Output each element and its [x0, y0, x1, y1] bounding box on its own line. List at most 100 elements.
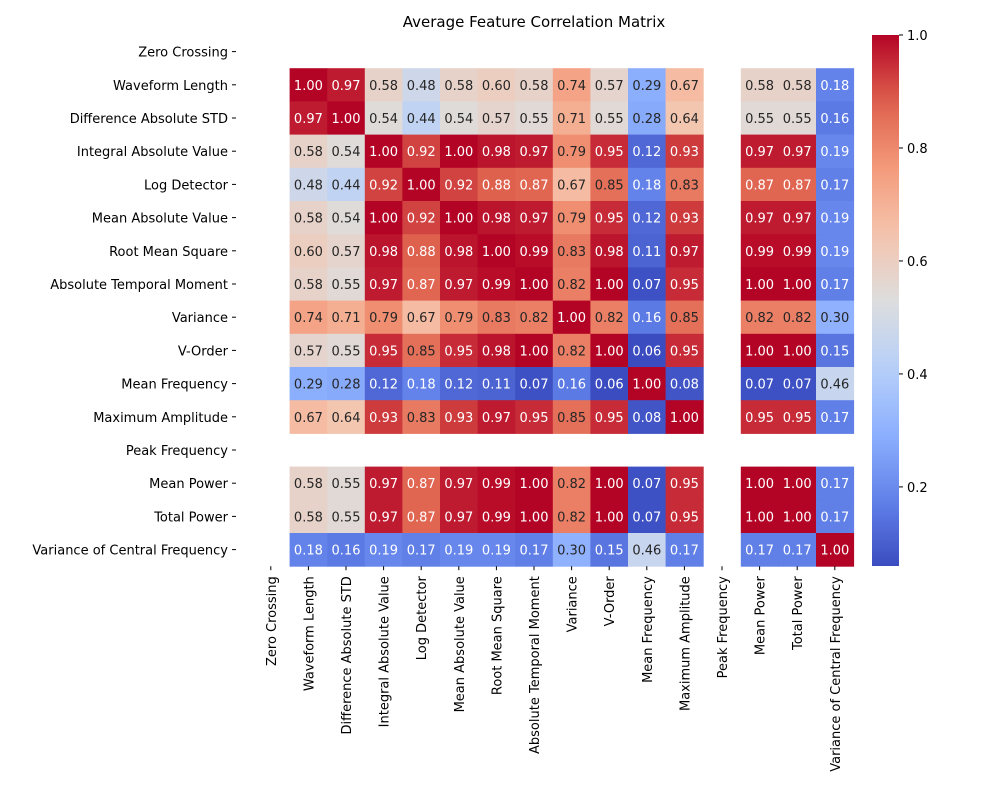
heatmap-cell	[515, 267, 554, 302]
cell-annotation: 0.12	[444, 378, 473, 393]
cell-annotation: 0.57	[294, 344, 323, 359]
cell-annotation: 0.58	[294, 212, 323, 227]
cell-annotation: 0.58	[745, 79, 774, 94]
cell-annotation: 0.19	[820, 245, 849, 260]
heatmap-cell	[515, 167, 554, 202]
heatmap-cell	[440, 300, 479, 335]
cell-annotation: 0.16	[632, 311, 661, 326]
heatmap-cell	[628, 333, 667, 368]
x-tick-label: V-Order	[603, 576, 618, 627]
heatmap-cell	[816, 466, 855, 501]
cell-annotation: 1.00	[745, 510, 774, 525]
cell-annotation: 1.00	[369, 145, 398, 160]
heatmap-cell	[665, 466, 704, 501]
heatmap-cell	[552, 333, 591, 368]
cell-annotation: 1.00	[482, 245, 511, 260]
heatmap-cell	[364, 68, 403, 102]
heatmap-cell	[440, 201, 479, 235]
heatmap-cell	[440, 333, 479, 368]
heatmap-cell	[816, 167, 855, 202]
heatmap-cell	[402, 333, 441, 368]
cell-annotation: 0.97	[444, 278, 473, 293]
heatmap-cell	[778, 499, 817, 534]
cell-annotation: 0.79	[557, 145, 586, 160]
heatmap-cell	[552, 201, 591, 235]
heatmap-cell	[477, 333, 516, 368]
cell-annotation: 0.92	[407, 212, 436, 227]
cell-annotation: 0.85	[670, 311, 699, 326]
heatmap-cell	[778, 533, 817, 567]
heatmap-cell	[778, 234, 817, 268]
x-tick-label: Root Mean Square	[490, 576, 505, 695]
heatmap-cell	[740, 300, 779, 335]
heatmap-cell	[816, 201, 855, 235]
cell-annotation: 0.95	[670, 278, 699, 293]
cell-annotation: 0.28	[332, 378, 361, 393]
y-tick-label: Total Power	[153, 510, 228, 525]
heatmap-cell	[740, 400, 779, 434]
heatmap-cell	[515, 367, 554, 401]
heatmap-cell	[590, 499, 629, 534]
cell-annotation: 0.95	[670, 510, 699, 525]
heatmap-cell	[665, 167, 704, 202]
cell-annotation: 0.48	[407, 79, 436, 94]
cell-annotation: 0.11	[482, 378, 511, 393]
heatmap-cell	[364, 134, 403, 169]
cell-annotation: 0.93	[369, 411, 398, 426]
cell-annotation: 0.15	[820, 344, 849, 359]
cell-annotation: 0.97	[745, 212, 774, 227]
cell-annotation: 0.06	[632, 344, 661, 359]
x-axis: Zero Crossing Waveform Length Difference A…	[265, 566, 844, 772]
cell-annotation: 1.00	[745, 278, 774, 293]
heatmap-cell	[289, 167, 328, 202]
heatmap-cell	[665, 400, 704, 434]
heatmap-cell	[740, 267, 779, 302]
cell-annotation: 1.00	[520, 344, 549, 359]
heatmap-cell	[665, 101, 704, 136]
cell-annotation: 1.00	[407, 178, 436, 193]
heatmap-cell	[628, 367, 667, 401]
cell-annotation: 1.00	[632, 378, 661, 393]
y-tick-label: Peak Frequency	[126, 444, 228, 459]
heatmap-cell	[477, 134, 516, 169]
heatmap-cell	[740, 499, 779, 534]
cell-annotation: 0.44	[407, 112, 436, 127]
cell-annotation: 0.67	[407, 311, 436, 326]
cell-annotation: 0.83	[407, 411, 436, 426]
cell-annotation: 0.16	[332, 544, 361, 559]
cell-annotation: 0.97	[670, 245, 699, 260]
heatmap-cell	[515, 533, 554, 567]
cell-annotation: 0.54	[332, 212, 361, 227]
heatmap-cell	[402, 400, 441, 434]
cell-annotation: 1.00	[820, 544, 849, 559]
cell-annotation: 0.17	[520, 544, 549, 559]
heatmap-cell	[477, 101, 516, 136]
heatmap-cell	[327, 234, 366, 268]
cell-annotation: 0.58	[520, 79, 549, 94]
heatmap-cell	[590, 367, 629, 401]
heatmap-cell	[289, 68, 328, 102]
heatmap-cell	[590, 400, 629, 434]
heatmap-cell	[477, 533, 516, 567]
cell-annotation: 0.17	[745, 544, 774, 559]
heatmap-cell	[740, 466, 779, 501]
cell-annotation: 0.95	[520, 411, 549, 426]
cell-annotation: 0.18	[632, 178, 661, 193]
heatmap-cell	[515, 234, 554, 268]
heatmap-cell	[665, 533, 704, 567]
cell-annotation: 1.00	[595, 477, 624, 492]
heatmap-cell	[740, 68, 779, 102]
heatmap-cell	[665, 68, 704, 102]
heatmap-cell	[477, 466, 516, 501]
heatmap-cell	[477, 400, 516, 434]
cell-annotation: 0.64	[670, 112, 699, 127]
cell-annotation: 0.58	[783, 79, 812, 94]
cell-annotation: 1.00	[294, 79, 323, 94]
heatmap-cell	[590, 533, 629, 567]
heatmap-cell	[402, 201, 441, 235]
heatmap-cell	[477, 300, 516, 335]
cell-annotation: 0.93	[670, 145, 699, 160]
heatmap-cell	[402, 499, 441, 534]
heatmap-cell	[440, 267, 479, 302]
cell-annotation: 0.57	[595, 79, 624, 94]
